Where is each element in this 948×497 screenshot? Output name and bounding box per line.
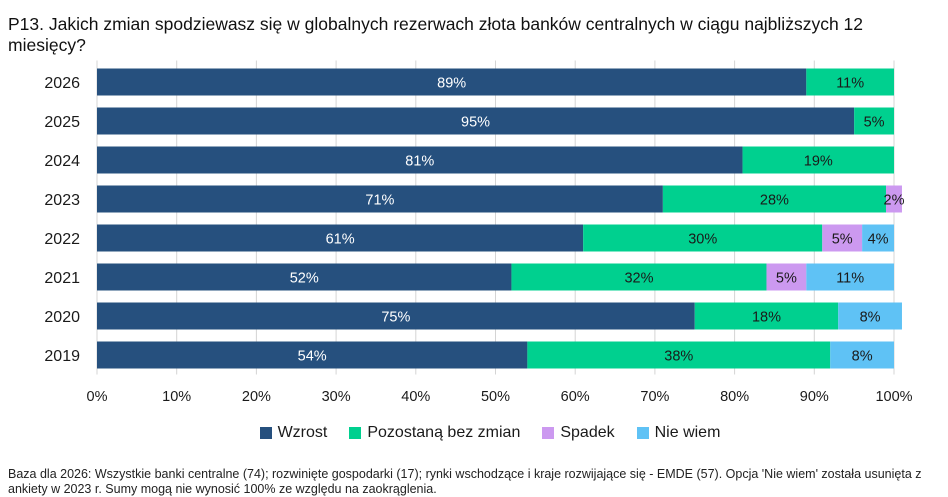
bar-segment <box>862 224 894 252</box>
x-tick-label: 50% <box>481 389 510 405</box>
legend-label: Nie wiem <box>654 424 721 441</box>
data-label: 28% <box>760 193 789 209</box>
category-label: 2022 <box>44 231 80 248</box>
data-label: 19% <box>804 154 833 170</box>
legend-label: Pozostaną bez zmian <box>367 424 521 441</box>
x-tick-label: 10% <box>162 389 191 405</box>
bar-segment <box>854 107 894 135</box>
data-label: 81% <box>405 154 434 170</box>
category-label: 2025 <box>44 114 80 131</box>
x-tick-label: 40% <box>401 389 430 405</box>
legend-item: Pozostaną bez zmian <box>349 424 520 442</box>
data-label: 95% <box>461 115 490 131</box>
category-label: 2021 <box>44 270 80 287</box>
bar-segment <box>97 263 512 291</box>
bar-segment <box>97 107 855 135</box>
data-label: 54% <box>298 349 327 365</box>
legend-item: Wzrost <box>259 424 328 442</box>
bar-segment <box>583 224 823 252</box>
data-label: 52% <box>290 271 319 287</box>
bar-segment <box>97 185 663 213</box>
bar-segment <box>662 185 887 213</box>
x-tick-label: 60% <box>561 389 590 405</box>
x-tick-label: 0% <box>87 389 108 405</box>
category-label: 2026 <box>44 75 80 92</box>
x-tick-label: 30% <box>322 389 351 405</box>
bar-segment <box>527 341 831 369</box>
bar-segment <box>886 185 902 213</box>
bar-segment <box>806 263 894 291</box>
data-label: 5% <box>832 232 853 248</box>
bar-segment <box>97 224 584 252</box>
legend-item: Spadek <box>542 424 615 442</box>
bar-segment <box>742 146 894 174</box>
category-label: 2023 <box>44 192 80 209</box>
data-label: 5% <box>864 115 885 131</box>
data-label: 71% <box>365 193 394 209</box>
legend-label: Wzrost <box>277 424 328 441</box>
bar-segment <box>822 224 863 252</box>
bar-segment <box>97 146 743 174</box>
chart-title: P13. Jakich zmian spodziewasz się w glob… <box>8 14 864 55</box>
x-tick-label: 70% <box>640 389 669 405</box>
data-label: 30% <box>688 232 717 248</box>
x-tick-label: 80% <box>720 389 749 405</box>
category-label: 2019 <box>44 348 80 365</box>
data-label: 32% <box>624 271 653 287</box>
legend-swatch <box>349 427 362 439</box>
legend-swatch <box>259 427 272 439</box>
bar-segment <box>97 302 695 330</box>
bar-segment <box>97 341 528 369</box>
category-label: 2020 <box>44 309 80 326</box>
stacked-bar-chart: 2026 89% 11% 2025 95% 5% 2024 81% 19% 2023 71% 28% 2… <box>44 60 913 405</box>
data-label: 11% <box>836 271 864 287</box>
x-tick-label: 90% <box>800 389 829 405</box>
data-label: 2% <box>884 193 905 209</box>
data-label: 8% <box>852 349 873 365</box>
bar-segment <box>806 68 894 96</box>
bar-segment <box>694 302 839 330</box>
chart-legend: Wzrost Pozostaną bez zmian Spadek Nie wiem <box>0 424 948 442</box>
data-label: 89% <box>437 76 466 92</box>
bar-segment <box>838 302 902 330</box>
legend-item: Nie wiem <box>636 424 721 442</box>
data-label: 38% <box>664 349 693 365</box>
data-label: 5% <box>776 271 797 287</box>
bar-segment <box>97 68 807 96</box>
x-tick-label: 20% <box>242 389 271 405</box>
category-label: 2024 <box>44 153 80 170</box>
legend-label: Spadek <box>560 424 615 441</box>
data-label: 11% <box>836 76 864 92</box>
bar-segment <box>830 341 894 369</box>
x-tick-label: 100% <box>875 389 912 405</box>
data-label: 75% <box>381 310 410 326</box>
data-label: 4% <box>868 232 889 248</box>
data-label: 61% <box>326 232 355 248</box>
data-label: 18% <box>752 310 781 326</box>
bar-segment <box>766 263 807 291</box>
data-label: 8% <box>860 310 881 326</box>
legend-swatch <box>542 427 555 439</box>
legend-swatch <box>636 427 649 439</box>
bar-segment <box>511 263 767 291</box>
